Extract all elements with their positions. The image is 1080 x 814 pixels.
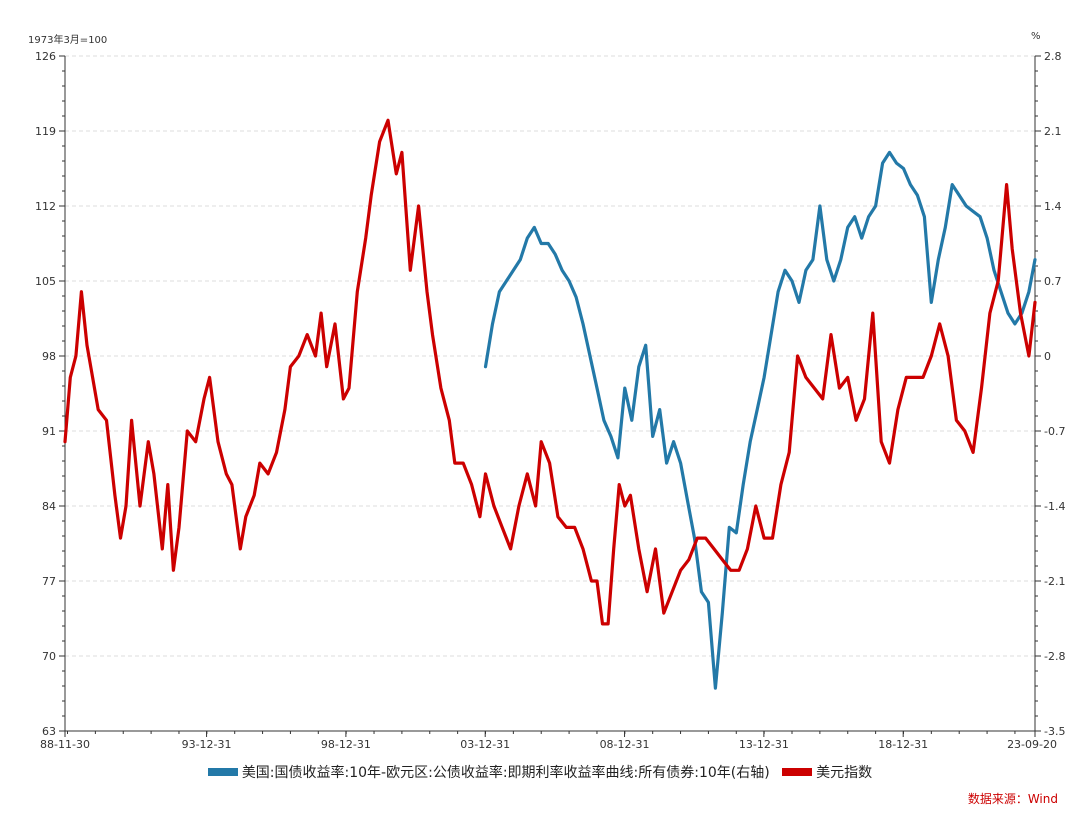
axes: 63 70 77 84 91 98 105 112 119 126 -3.5 -2.8 -2.1 -1.4… — [35, 50, 1065, 751]
right-tick-label: -1.4 — [1044, 500, 1065, 513]
left-axis-unit: 1973年3月=100 — [28, 35, 108, 46]
x-tick-label: 98-12-31 — [321, 738, 371, 751]
left-tick-label: 84 — [42, 500, 56, 513]
right-tick-label: -2.1 — [1044, 575, 1065, 588]
x-tick-label: 88-11-30 — [40, 738, 90, 751]
left-tick-label: 105 — [35, 275, 56, 288]
right-tick-label: -3.5 — [1044, 725, 1065, 738]
legend: 美国:国债收益率:10年-欧元区:公债收益率:即期利率收益率曲线:所有债券:10… — [0, 762, 1080, 782]
source-note: 数据来源：Wind — [967, 792, 1058, 806]
x-tick-label: 18-12-31 — [878, 738, 928, 751]
gridlines — [65, 55, 1035, 657]
legend-item-spread[interactable]: 美国:国债收益率:10年-欧元区:公债收益率:即期利率收益率曲线:所有债券:10… — [207, 762, 770, 782]
x-tick-label: 13-12-31 — [739, 738, 789, 751]
right-tick-label: 0 — [1044, 350, 1051, 363]
right-tick-label: 1.4 — [1044, 200, 1062, 213]
x-tick-label: 08-12-31 — [600, 738, 650, 751]
right-tick-label: 2.8 — [1044, 50, 1062, 63]
x-tick-label: 03-12-31 — [460, 738, 510, 751]
right-axis-unit: % — [1031, 31, 1041, 42]
series-line-spread — [483, 150, 1037, 690]
x-tick-label: 23-09-20 — [1007, 738, 1057, 751]
left-tick-label: 98 — [42, 350, 56, 363]
left-tick-label: 77 — [42, 575, 56, 588]
right-tick-label: 0.7 — [1044, 275, 1062, 288]
x-tick-label: 93-12-31 — [182, 738, 232, 751]
legend-item-dxy[interactable]: 美元指数 — [782, 762, 872, 782]
series-lines — [63, 118, 1037, 690]
legend-label-dxy: 美元指数 — [816, 765, 873, 781]
legend-swatch-spread — [207, 768, 238, 776]
left-tick-label: 63 — [42, 725, 56, 738]
left-tick-label: 119 — [35, 125, 56, 138]
right-tick-label: -2.8 — [1044, 650, 1065, 663]
series-line-dollar-index — [63, 118, 1037, 626]
legend-label-spread: 美国:国债收益率:10年-欧元区:公债收益率:即期利率收益率曲线:所有债券:10… — [241, 765, 770, 781]
left-tick-label: 112 — [35, 200, 56, 213]
left-tick-label: 91 — [42, 425, 56, 438]
left-tick-label: 126 — [35, 50, 56, 63]
right-tick-label: 2.1 — [1044, 125, 1062, 138]
legend-swatch-dxy — [782, 768, 813, 776]
left-tick-label: 70 — [42, 650, 56, 663]
right-tick-label: -0.7 — [1044, 425, 1065, 438]
